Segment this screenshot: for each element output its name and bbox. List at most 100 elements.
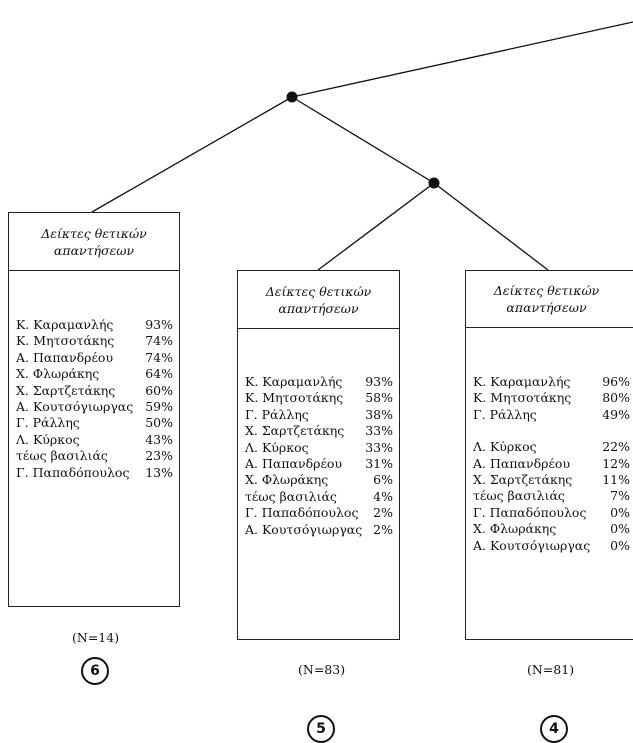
list-item: Γ. Ράλλης 50% (16, 415, 173, 431)
list-item: Κ. Καραμανλής 93% (16, 317, 173, 333)
root-node (286, 91, 298, 103)
row-pct: 93% (145, 317, 173, 332)
row-name: Α. Παπανδρέου (245, 456, 343, 472)
row-name: Α. Παπανδρέου (473, 455, 571, 471)
row-pct: 2% (373, 521, 393, 537)
row-pct: 31% (365, 456, 393, 472)
row-name: Χ. Φλωράκης (16, 366, 100, 382)
row-name: Λ. Κύρκος (16, 431, 80, 447)
cluster-5-sample-size: (N=83) (298, 662, 346, 677)
header-line-1: Δείκτες θετικών (265, 283, 372, 299)
row-name: Χ. Σαρτζετάκης (473, 472, 573, 488)
row-pct: 50% (145, 415, 173, 431)
list-item: τέως βασιλιάς 23% (16, 448, 173, 464)
row-pct: 7% (610, 488, 630, 504)
row-pct: 60% (145, 382, 173, 398)
cluster-4-header: Δείκτες θετικών απαντήσεων (466, 271, 633, 328)
list-item: Α. Παπανδρέου 74% (16, 350, 173, 366)
row-pct: 64% (145, 366, 173, 382)
branch-node-to-cluster-4 (433, 182, 549, 271)
list-item: Γ. Ράλλης 49% (473, 407, 630, 423)
row-pct: 11% (602, 472, 630, 488)
row-name: Κ. Καραμανλής (473, 374, 571, 389)
row-pct: 0% (610, 537, 630, 553)
header-line-1: Δείκτες θετικών (493, 283, 600, 298)
list-item: Κ. Καραμανλής 93% (245, 374, 393, 390)
list-item: Α. Παπανδρέου 31% (245, 456, 393, 472)
row-pct: 74% (145, 333, 173, 349)
row-name: τέως βασιλιάς (245, 488, 337, 504)
row-pct: 93% (365, 374, 393, 389)
list-item: Γ. Παπαδόπουλος 2% (245, 505, 393, 521)
row-name: Κ. Μητσοτάκης (16, 333, 115, 349)
list-item: Χ. Σαρτζετάκης 11% (473, 472, 630, 488)
list-item: Α. Κουτσόγιωργας 2% (245, 522, 393, 538)
row-pct: 13% (145, 464, 173, 480)
list-item: Α. Κουτσόγιωργας 0% (473, 538, 630, 554)
cluster-5-box: Δείκτες θετικών απαντήσεων Κ. Καραμανλής… (237, 270, 400, 640)
row-name: Λ. Κύρκος (245, 439, 309, 455)
row-pct: 38% (365, 406, 393, 422)
header-line-2: απαντήσεων (278, 300, 359, 316)
cluster-4-sample-size: (N=81) (527, 662, 575, 677)
cluster-6-header: Δείκτες θετικών απαντήσεων (9, 213, 179, 271)
row-pct: 4% (373, 488, 393, 504)
row-name: Γ. Ράλλης (16, 415, 80, 431)
list-item: Κ. Μητσοτάκης 58% (245, 390, 393, 406)
row-name: τέως βασιλιάς (16, 448, 108, 464)
row-name: Κ. Μητσοτάκης (473, 390, 572, 406)
header-line-2: απαντήσεων (506, 300, 587, 315)
list-item: Γ. Ράλλης 38% (245, 407, 393, 423)
cluster-4-rows: Κ. Καραμανλής 96% Κ. Μητσοτάκης 80% Γ. Ράλ… (473, 374, 630, 554)
list-item: Χ. Φλωράκης 64% (16, 366, 173, 382)
cluster-6-rows: Κ. Καραμανλής 93% Κ. Μητσοτάκης 74% Α. Παπ… (16, 317, 173, 481)
row-pct: 96% (602, 374, 630, 389)
cluster-4-number: 4 (540, 715, 568, 743)
header-line-1: Δείκτες θετικών (41, 225, 147, 241)
branch-root-to-cluster-6 (91, 96, 293, 213)
list-item: Λ. Κύρκος 33% (245, 440, 393, 456)
row-pct: 43% (145, 431, 173, 447)
list-item: Χ. Φλωράκης 6% (245, 472, 393, 488)
row-name: Γ. Ράλλης (245, 406, 309, 422)
branch-node-to-cluster-5 (317, 182, 435, 271)
row-pct: 23% (145, 448, 173, 464)
row-pct: 6% (373, 472, 393, 488)
row-pct: 33% (365, 423, 393, 439)
row-pct: 2% (373, 505, 393, 521)
list-item: τέως βασιλιάς 7% (473, 488, 630, 504)
row-pct: 80% (602, 390, 630, 406)
cluster-5-number: 5 (307, 715, 335, 743)
row-name: Γ. Ράλλης (473, 406, 537, 422)
row-pct: 0% (610, 521, 630, 537)
row-pct: 58% (365, 390, 393, 406)
row-name: τέως βασιλιάς (473, 488, 565, 504)
list-item: Α. Κουτσόγιωργας 59% (16, 399, 173, 415)
row-name: Α. Παπανδρέου (16, 349, 114, 365)
row-name: Χ. Σαρτζετάκης (16, 382, 116, 398)
row-name: Κ. Καραμανλής (245, 374, 343, 389)
branch-root-to-node (291, 96, 435, 184)
row-name: Α. Κουτσόγιωργας (473, 537, 591, 553)
branch-top-to-root (291, 21, 633, 98)
list-item: Χ. Σαρτζετάκης 33% (245, 423, 393, 439)
cluster-6-box: Δείκτες θετικών απαντήσεων Κ. Καραμανλής… (8, 212, 180, 607)
header-line-2: απαντήσεων (53, 242, 135, 258)
cluster-5-rows: Κ. Καραμανλής 93% Κ. Μητσοτάκης 58% Γ. Ράλ… (245, 374, 393, 538)
list-item: Κ. Μητσοτάκης 80% (473, 390, 630, 406)
row-name: Χ. Φλωράκης (245, 472, 329, 488)
list-item: Κ. Μητσοτάκης 74% (16, 333, 173, 349)
list-item: Χ. Σαρτζετάκης 60% (16, 383, 173, 399)
row-name: Γ. Παπαδόπουλος (16, 464, 130, 480)
list-item: Α. Παπανδρέου 12% (473, 456, 630, 472)
list-item: Λ. Κύρκος 43% (16, 432, 173, 448)
row-pct: 49% (602, 406, 630, 422)
row-name: Α. Κουτσόγιωργας (245, 521, 363, 537)
list-item: Γ. Παπαδόπουλος 13% (16, 465, 173, 481)
list-item: Γ. Παπαδόπουλος 0% (473, 505, 630, 521)
list-item: τέως βασιλιάς 4% (245, 489, 393, 505)
cluster-6-number: 6 (81, 657, 109, 685)
list-item: Κ. Καραμανλής 96% (473, 374, 630, 390)
list-item: Χ. Φλωράκης 0% (473, 521, 630, 537)
